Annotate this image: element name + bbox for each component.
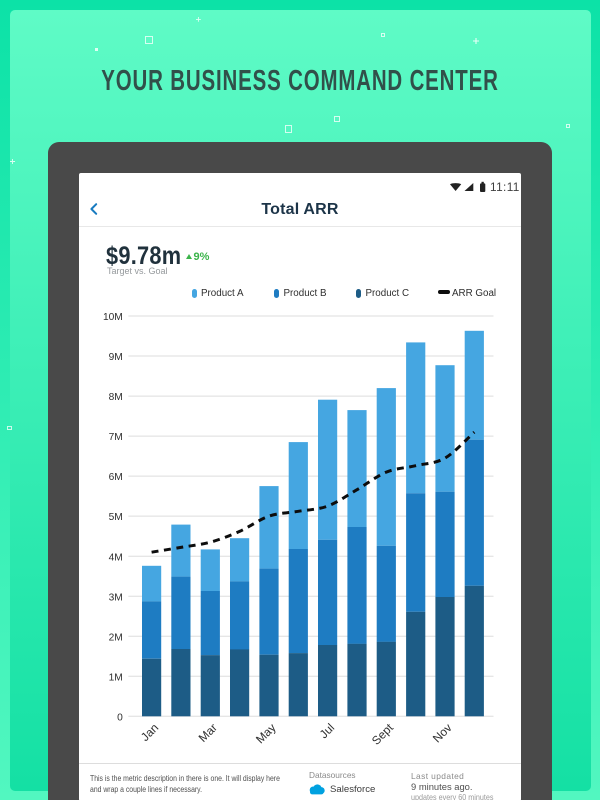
- svg-text:0: 0: [117, 712, 123, 723]
- svg-text:9M: 9M: [109, 352, 123, 363]
- svg-text:6M: 6M: [109, 472, 123, 483]
- svg-text:7M: 7M: [109, 432, 123, 443]
- svg-text:Sept: Sept: [369, 720, 397, 748]
- svg-text:May: May: [253, 721, 279, 747]
- svg-text:2M: 2M: [109, 632, 123, 643]
- svg-text:5M: 5M: [109, 512, 123, 523]
- svg-text:Jul: Jul: [317, 721, 338, 742]
- svg-text:Jan: Jan: [138, 721, 161, 744]
- svg-text:3M: 3M: [109, 592, 123, 603]
- svg-text:4M: 4M: [109, 552, 123, 563]
- svg-text:Nov: Nov: [430, 721, 455, 746]
- svg-text:Mar: Mar: [196, 721, 220, 745]
- svg-text:10M: 10M: [103, 312, 123, 323]
- svg-text:1M: 1M: [109, 672, 123, 683]
- svg-text:8M: 8M: [109, 392, 123, 403]
